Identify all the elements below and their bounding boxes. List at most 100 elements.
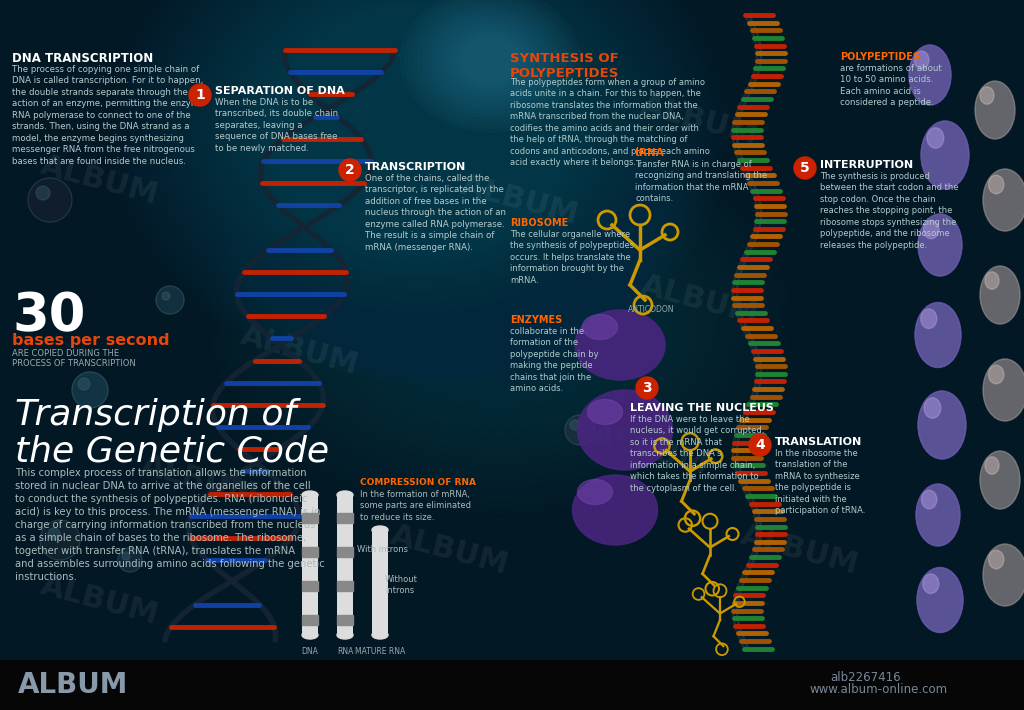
Bar	[337, 495, 353, 635]
Text: The polypeptides form when a group of amino
acids unite in a chain. For this to : The polypeptides form when a group of am…	[510, 78, 710, 167]
Text: bases per second: bases per second	[12, 333, 170, 348]
Text: If the DNA were to leave the
nucleus, it would get corrupted,
so it is the mRNA : If the DNA were to leave the nucleus, it…	[630, 415, 764, 493]
Text: collaborate in the
formation of the
polypeptide chain by
making the peptide
chai: collaborate in the formation of the poly…	[510, 327, 599, 393]
Text: SYNTHESIS OF
POLYPEPTIDES: SYNTHESIS OF POLYPEPTIDES	[510, 52, 620, 80]
Text: In the formation of mRNA,
some parts are eliminated
to reduce its size.: In the formation of mRNA, some parts are…	[360, 490, 471, 522]
Circle shape	[118, 548, 142, 572]
Ellipse shape	[985, 272, 999, 289]
Text: This complex process of translation allows the information
stored in nuclear DNA: This complex process of translation allo…	[15, 468, 325, 582]
Ellipse shape	[909, 45, 951, 105]
Text: ALBUM: ALBUM	[638, 271, 762, 329]
Circle shape	[36, 186, 50, 200]
Text: 5: 5	[800, 161, 810, 175]
Text: The process of copying one simple chain of
DNA is called transcription. For it t: The process of copying one simple chain …	[12, 65, 205, 165]
Ellipse shape	[988, 365, 1004, 384]
Ellipse shape	[988, 550, 1004, 569]
Ellipse shape	[983, 544, 1024, 606]
Ellipse shape	[924, 398, 941, 418]
Ellipse shape	[302, 491, 318, 499]
Text: 2: 2	[345, 163, 355, 177]
Text: SEPARATION OF DNA: SEPARATION OF DNA	[215, 86, 345, 96]
Ellipse shape	[983, 169, 1024, 231]
Ellipse shape	[918, 214, 962, 276]
Text: Transfer RNA is in charge of
recognizing and translating the
information that th: Transfer RNA is in charge of recognizing…	[635, 160, 767, 203]
Bar	[302, 581, 318, 591]
Bar	[372, 530, 388, 635]
Ellipse shape	[983, 359, 1024, 421]
Text: One of the chains, called the
transcriptor, is replicated by the
addition of fre: One of the chains, called the transcript…	[365, 174, 506, 252]
Circle shape	[78, 378, 90, 390]
Bar	[337, 547, 353, 557]
Text: DNA: DNA	[301, 647, 318, 656]
Text: 4: 4	[755, 438, 765, 452]
Ellipse shape	[914, 51, 929, 69]
Text: ALBUM: ALBUM	[138, 450, 262, 510]
Text: ALBUM: ALBUM	[388, 520, 512, 579]
Ellipse shape	[980, 451, 1020, 509]
Text: POLYPEPTIDES: POLYPEPTIDES	[840, 52, 920, 62]
Ellipse shape	[916, 484, 961, 546]
Text: ANTICODON: ANTICODON	[628, 305, 675, 314]
Text: Without
introns: Without introns	[385, 575, 418, 595]
Text: ALBUM: ALBUM	[38, 570, 162, 630]
Bar	[337, 581, 353, 591]
Text: TRANSCRIPTION: TRANSCRIPTION	[365, 162, 466, 172]
Text: DNA TRANSCRIPTION: DNA TRANSCRIPTION	[12, 52, 154, 65]
Ellipse shape	[578, 479, 612, 505]
Text: Transcription of
the Genetic Code: Transcription of the Genetic Code	[15, 398, 329, 469]
Text: 1: 1	[196, 88, 205, 102]
Ellipse shape	[337, 491, 353, 499]
Bar	[302, 513, 318, 523]
Ellipse shape	[915, 302, 961, 368]
Text: ALBUM: ALBUM	[18, 671, 128, 699]
Text: ALBUM: ALBUM	[588, 420, 713, 480]
Text: 3: 3	[642, 381, 652, 395]
Text: MATURE RNA: MATURE RNA	[355, 647, 406, 656]
Circle shape	[749, 434, 771, 456]
Text: tRNA: tRNA	[635, 148, 665, 158]
Ellipse shape	[985, 457, 999, 474]
Circle shape	[570, 420, 580, 430]
Text: INTERRUPTION: INTERRUPTION	[820, 160, 913, 170]
Ellipse shape	[927, 128, 944, 148]
Ellipse shape	[923, 574, 939, 594]
Bar	[337, 513, 353, 523]
Ellipse shape	[924, 220, 939, 239]
Bar	[337, 615, 353, 625]
Ellipse shape	[572, 475, 657, 545]
Ellipse shape	[578, 390, 673, 470]
Ellipse shape	[988, 175, 1004, 194]
Circle shape	[72, 372, 108, 408]
Bar	[302, 547, 318, 557]
Text: 30: 30	[12, 290, 85, 342]
Text: With introns: With introns	[357, 545, 408, 554]
Ellipse shape	[980, 87, 994, 104]
Text: LEAVING THE NUCLEUS: LEAVING THE NUCLEUS	[630, 403, 774, 413]
Text: www.album-online.com: www.album-online.com	[810, 683, 948, 696]
Text: ALBUM: ALBUM	[638, 90, 762, 150]
Text: RNA: RNA	[337, 647, 353, 656]
Ellipse shape	[918, 567, 963, 633]
Text: ARE COPIED DURING THE
PROCESS OF TRANSCRIPTION: ARE COPIED DURING THE PROCESS OF TRANSCR…	[12, 349, 136, 368]
Circle shape	[40, 520, 80, 560]
Ellipse shape	[575, 310, 665, 380]
Circle shape	[156, 286, 184, 314]
Ellipse shape	[980, 266, 1020, 324]
Circle shape	[189, 84, 211, 106]
Ellipse shape	[921, 309, 937, 329]
Text: ALBUM: ALBUM	[737, 520, 862, 579]
Circle shape	[339, 159, 361, 181]
Ellipse shape	[337, 631, 353, 639]
Text: ALBUM: ALBUM	[38, 151, 162, 209]
Ellipse shape	[583, 315, 617, 339]
Ellipse shape	[918, 391, 966, 459]
Ellipse shape	[372, 526, 388, 534]
Bar	[302, 615, 318, 625]
Ellipse shape	[372, 631, 388, 639]
Circle shape	[162, 292, 170, 300]
Ellipse shape	[922, 490, 937, 509]
Text: RIBOSOME: RIBOSOME	[510, 218, 568, 228]
Bar	[302, 495, 318, 635]
Text: ENZYMES: ENZYMES	[510, 315, 562, 325]
Text: The synthesis is produced
between the start codon and the
stop codon. Once the c: The synthesis is produced between the st…	[820, 172, 958, 250]
